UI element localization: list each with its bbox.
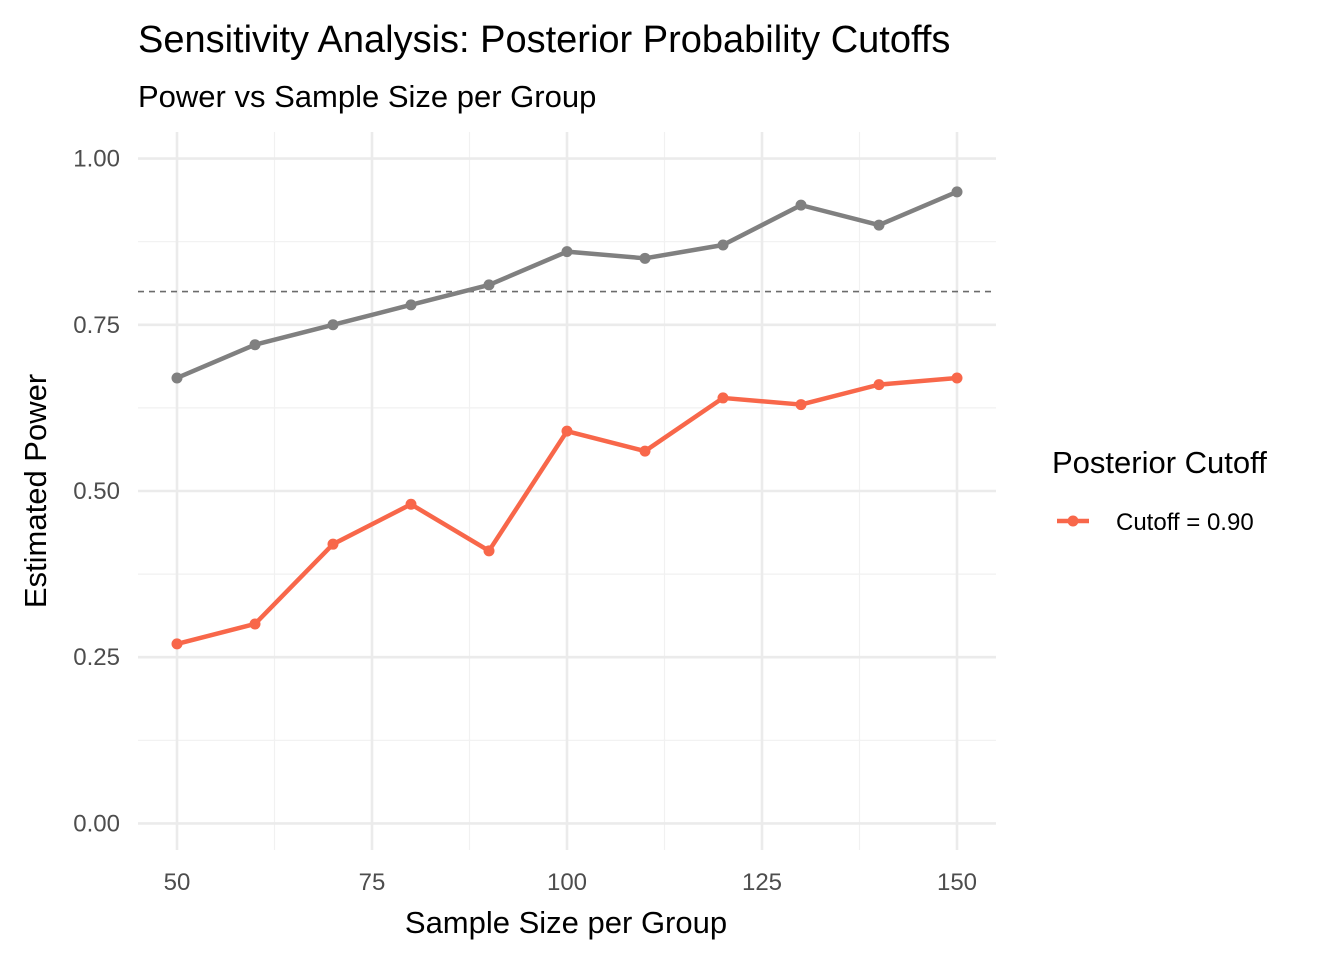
data-point [717,239,729,251]
tick-labels: 50 75 100 125 150 0.00 0.25 0.50 0.75 1.00 [73,146,977,896]
data-point [561,246,573,258]
data-point [873,379,885,391]
data-point [327,319,339,331]
data-point [795,199,807,211]
data-point [483,279,495,291]
legend-label: Cutoff = 0.90 [1116,509,1254,536]
data-point [249,339,261,351]
data-point [405,498,417,510]
x-tick-label: 150 [937,869,977,896]
x-tick-label: 100 [547,869,587,896]
x-tick-label: 50 [164,869,191,896]
data-point [639,252,651,264]
y-tick-label: 0.25 [73,644,120,671]
x-axis-title: Sample Size per Group [405,905,727,940]
grid-lines [138,132,996,850]
data-point [483,545,495,557]
y-axis-title: Estimated Power [18,374,53,608]
y-tick-label: 0.75 [73,312,120,339]
data-point [951,372,963,384]
legend-item: Cutoff = 0.90 [1057,509,1254,536]
series-layer [171,186,963,650]
y-tick-label: 0.00 [73,810,120,837]
legend-point-key [1067,515,1079,527]
chart-subtitle: Power vs Sample Size per Group [138,79,596,114]
legend-title: Posterior Cutoff [1052,445,1267,480]
series-1 [171,372,963,650]
data-point [171,638,183,650]
legend: Cutoff = 0.90 [1057,509,1254,536]
chart-title: Sensitivity Analysis: Posterior Probabil… [138,19,950,61]
data-point [873,219,885,231]
x-tick-label: 125 [742,869,782,896]
data-point [951,186,963,198]
data-point [795,399,807,411]
series-0 [171,186,963,384]
data-point [717,392,729,404]
x-tick-label: 75 [359,869,386,896]
data-point [171,372,183,384]
data-point [249,618,261,630]
data-point [327,538,339,550]
y-tick-label: 1.00 [73,146,120,173]
data-point [639,445,651,457]
y-tick-label: 0.50 [73,478,120,505]
data-point [561,425,573,437]
data-point [405,299,417,311]
